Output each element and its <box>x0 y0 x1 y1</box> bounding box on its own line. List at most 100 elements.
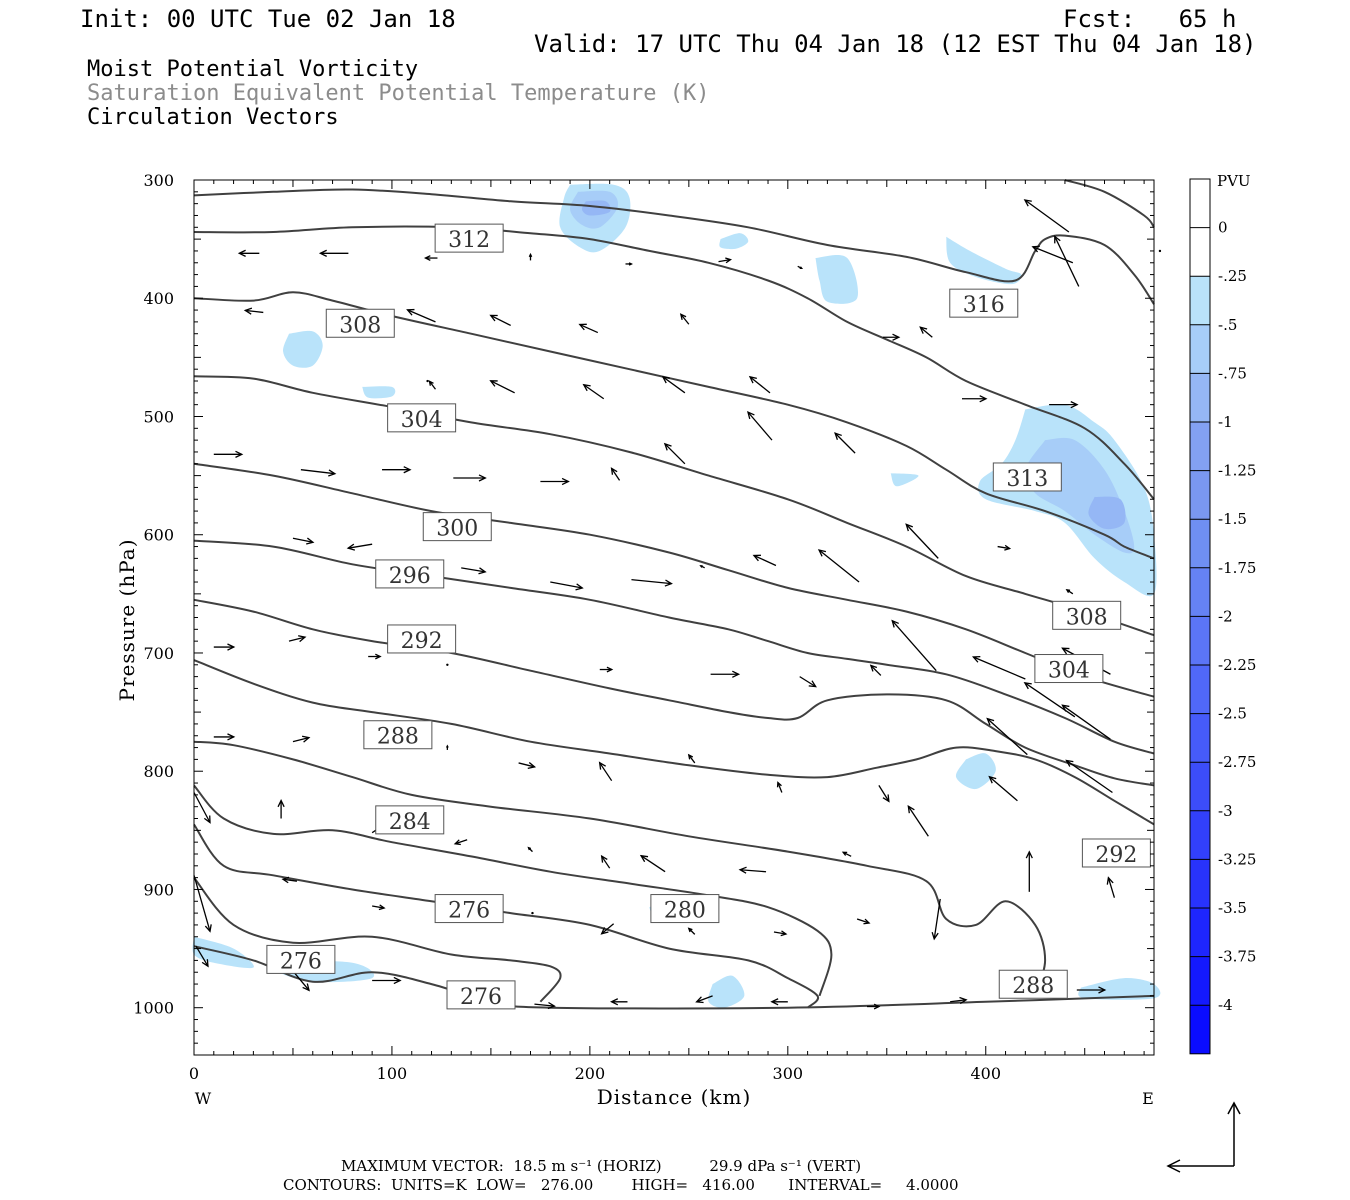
vector-shaft <box>490 380 515 394</box>
vector-arrow <box>1076 986 1107 994</box>
vector-arrow <box>277 799 285 819</box>
vector-arrow <box>288 635 307 643</box>
y-tick-label: 600 <box>143 526 174 545</box>
vector-arrow <box>453 839 468 846</box>
vector-arrow <box>423 255 438 261</box>
colorbar-label: -3.5 <box>1218 899 1247 917</box>
vector-arrow <box>1023 681 1076 718</box>
vector-shaft <box>799 676 817 688</box>
vector-arrow <box>962 395 988 403</box>
vector-head <box>738 866 747 874</box>
vector-arrow <box>453 474 487 482</box>
vector-arrow <box>931 898 941 941</box>
contour-label-box <box>434 223 504 253</box>
vector-head <box>428 380 434 386</box>
vector-shaft <box>292 737 310 743</box>
vector-head <box>780 930 788 937</box>
colorbar-label: -1.75 <box>1218 559 1256 577</box>
colorbar-label: -2 <box>1218 607 1233 625</box>
contour-label-box <box>387 403 457 433</box>
contour-label-text: 308 <box>1066 605 1108 630</box>
vector-head <box>799 266 804 269</box>
contour-label-text: 304 <box>1048 659 1090 684</box>
vector-head <box>201 959 209 968</box>
y-tick-label: 1000 <box>133 999 174 1018</box>
vector-head <box>770 998 779 1006</box>
colorbar-label: -3 <box>1218 802 1233 820</box>
vector-arrow <box>578 323 599 334</box>
y-tick-label: 300 <box>143 171 174 190</box>
contour-label: 276 <box>446 980 516 1010</box>
vector-head <box>527 846 532 851</box>
vector-head <box>478 474 487 482</box>
vector-head <box>639 854 649 863</box>
vector-shaft <box>973 656 1026 680</box>
vector-shaft <box>739 869 767 873</box>
vector-shaft <box>1054 236 1080 287</box>
vector-shaft <box>550 581 583 589</box>
vector-head <box>732 670 741 678</box>
vector-arrow <box>527 846 533 853</box>
vector-arrow <box>600 923 615 935</box>
vector-arrow <box>461 567 487 575</box>
vector-arrow <box>382 466 412 474</box>
colorbar-swatch <box>1190 422 1210 471</box>
colorbar-swatch <box>1190 276 1210 325</box>
vector-arrow <box>550 581 584 591</box>
contour-label: 313 <box>992 462 1062 492</box>
vector-arrow <box>718 257 733 264</box>
contour-label: 292 <box>387 624 457 654</box>
vector-shaft <box>454 839 468 845</box>
contour-line-304 <box>193 462 1155 698</box>
vector-shaft <box>601 855 611 869</box>
vector-shaft <box>1024 682 1076 718</box>
x-tick-label: 300 <box>773 1064 804 1083</box>
pv-region <box>708 975 745 1008</box>
vector-shaft <box>997 545 1010 550</box>
vector-arrow <box>528 252 533 261</box>
vector-shaft <box>193 875 211 932</box>
vector-head <box>1065 759 1074 767</box>
vector-shaft <box>891 620 937 672</box>
vector-shaft <box>193 792 211 823</box>
contour-label-box <box>998 969 1068 999</box>
contour-label: 296 <box>375 559 445 589</box>
vector-head <box>375 653 382 660</box>
vector-head <box>610 467 618 475</box>
y-tick-label: 400 <box>143 289 174 308</box>
contour-label: 316 <box>949 288 1019 318</box>
pv-region <box>890 473 919 487</box>
vector-arrow <box>695 995 713 1004</box>
init-time: Init: 00 UTC Tue 02 Jan 18 <box>80 5 456 33</box>
vector-head <box>695 996 704 1004</box>
vector-head <box>986 717 995 726</box>
vector-arrow <box>869 664 882 676</box>
vector-arrow <box>1106 876 1116 898</box>
vector-head <box>988 775 997 784</box>
contour-label: 300 <box>422 512 492 542</box>
reference-vector-icon <box>1166 1101 1241 1173</box>
vector-arrow <box>1158 249 1162 253</box>
contour-label-text: 292 <box>401 629 443 654</box>
vector-arrow <box>195 945 209 968</box>
vector-head <box>547 1001 556 1010</box>
vector-head <box>863 918 871 925</box>
vector-head <box>403 466 412 474</box>
vector-arrow <box>687 753 696 764</box>
vector-shaft <box>490 314 511 327</box>
vector-shaft <box>1066 759 1113 794</box>
vector-head <box>869 664 878 672</box>
valid-time: Valid: 17 UTC Thu 04 Jan 18 (12 EST Thu … <box>534 30 1257 58</box>
vector-arrow <box>372 976 402 985</box>
vector-arrow <box>446 663 449 666</box>
vector-arrow <box>346 543 373 551</box>
vector-arrow <box>905 523 939 559</box>
vector-shaft <box>428 380 437 390</box>
contour-label-box <box>434 894 504 924</box>
vector-head <box>1098 986 1107 994</box>
vector-arrow <box>213 450 244 458</box>
contour-label: 288 <box>998 969 1068 999</box>
vector-arrow <box>1061 704 1111 740</box>
vector-shaft <box>1024 199 1070 233</box>
